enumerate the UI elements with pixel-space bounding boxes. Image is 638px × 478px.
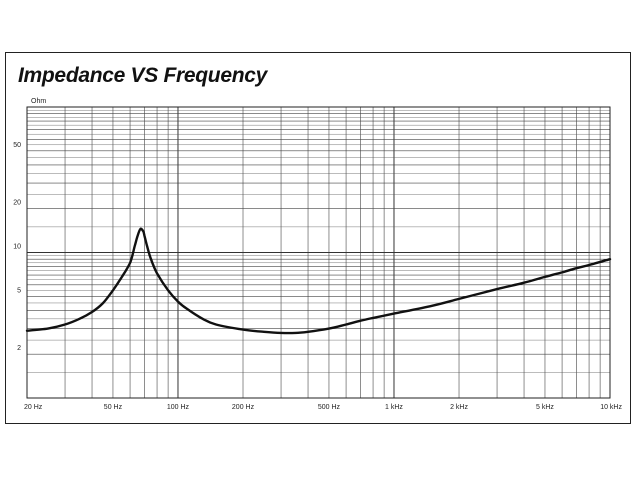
y-tick-label: 50 — [13, 142, 21, 149]
y-tick-label: 5 — [17, 287, 21, 294]
x-tick-label: 50 Hz — [104, 404, 123, 411]
y-tick-label: 10 — [13, 244, 21, 251]
x-tick-label: 200 Hz — [232, 404, 255, 411]
x-tick-label: 500 Hz — [318, 404, 341, 411]
x-tick-label: 1 kHz — [385, 404, 403, 411]
y-axis-label: Ohm — [31, 98, 46, 105]
y-tick-labels: 2 5 10 20 50 — [13, 142, 21, 352]
plot-border — [26, 106, 611, 399]
y-tick-label: 20 — [13, 200, 21, 207]
x-tick-label: 2 kHz — [450, 404, 468, 411]
chart-frame — [5, 52, 631, 424]
x-tick-label: 5 kHz — [536, 404, 554, 411]
impedance-curve — [25, 227, 612, 335]
x-tick-label: 100 Hz — [167, 404, 190, 411]
y-tick-label: 2 — [17, 345, 21, 352]
x-tick-label: 10 kHz — [600, 404, 622, 411]
x-tick-label: 20 Hz — [24, 404, 43, 411]
x-tick-labels: 20 Hz 50 Hz 100 Hz 200 Hz 500 Hz 1 kHz 2 kHz 5 … — [24, 404, 622, 411]
chart-grid — [26, 107, 611, 398]
chart-title: Impedance VS Frequency — [18, 64, 267, 87]
